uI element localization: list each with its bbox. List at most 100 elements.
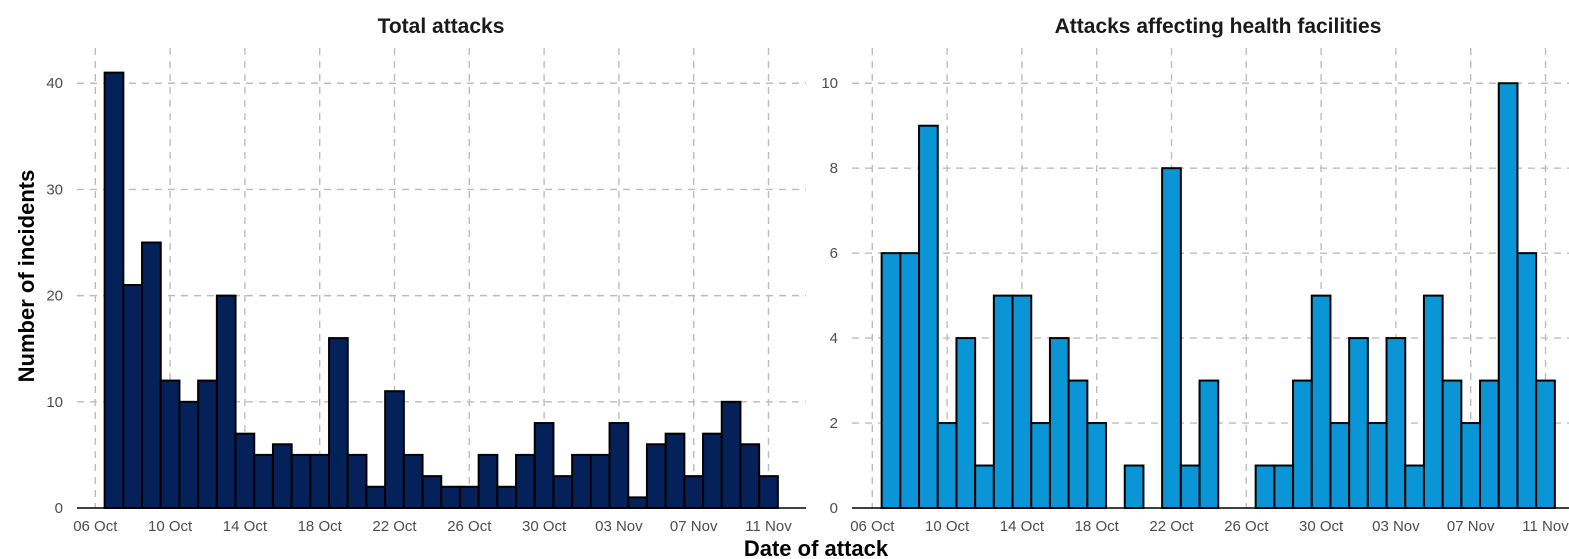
total-attacks-title: Total attacks	[378, 15, 505, 38]
total-attacks-bar-2023-10-12	[197, 379, 218, 510]
total-attacks-y-tick-label: 20	[46, 288, 63, 305]
total-attacks-bar-2023-10-23	[402, 453, 424, 509]
total-attacks-y-tick-label: 0	[55, 500, 63, 517]
total-attacks-bar-2023-11-11	[758, 475, 779, 509]
health-facilities-bar-2023-10-13	[992, 294, 1014, 509]
total-attacks-bar-2023-10-31	[552, 475, 574, 509]
health-facilities-y-tick-label: 8	[830, 160, 838, 177]
health-facilities-bar-2023-10-20	[1123, 464, 1145, 509]
total-attacks-bar-2023-11-07	[683, 475, 705, 509]
health-facilities-bar-2023-11-06	[1441, 379, 1463, 510]
health-facilities-bar-2023-11-10	[1516, 252, 1538, 509]
health-facilities-x-tick-label: 22 Oct	[1149, 518, 1194, 535]
x-axis-title: Date of attack	[744, 536, 889, 559]
total-attacks-y-axis: 0 10 20 30 40	[46, 75, 63, 517]
health-facilities-x-tick-label: 06 Oct	[850, 518, 895, 535]
total-attacks-bar-2023-10-21	[365, 485, 387, 509]
health-facilities-bar-2023-10-12	[974, 464, 995, 509]
total-attacks-bar-2023-10-29	[515, 453, 536, 509]
health-facilities-bar-2023-10-30	[1310, 294, 1332, 509]
health-facilities-bar-2023-11-04	[1404, 464, 1425, 509]
health-facilities-bar-2023-10-31	[1329, 422, 1351, 509]
health-facilities-y-tick-label: 0	[830, 500, 838, 517]
total-attacks-bar-2023-10-08	[122, 284, 144, 509]
total-attacks-bar-2023-10-30	[533, 422, 555, 509]
health-facilities-x-tick-label: 14 Oct	[1000, 518, 1045, 535]
health-facilities-bar-2023-10-08	[899, 252, 921, 509]
total-attacks-bar-2023-10-19	[328, 337, 349, 509]
total-attacks-x-tick-label: 10 Oct	[148, 518, 193, 535]
total-attacks-bar-2023-10-07	[103, 71, 125, 509]
total-attacks-bar-2023-10-14	[234, 432, 256, 509]
health-facilities-bar-2023-11-05	[1422, 294, 1444, 509]
total-attacks-x-tick-label: 03 Nov	[595, 518, 643, 535]
total-attacks-x-tick-label: 14 Oct	[223, 518, 268, 535]
health-facilities-bar-2023-11-02	[1366, 422, 1388, 509]
total-attacks-x-tick-label: 07 Nov	[670, 518, 718, 535]
total-attacks-x-axis: 06 Oct 10 Oct 14 Oct 18 Oct 22 Oct 26 Oct 30 O…	[73, 507, 806, 535]
health-facilities-x-tick-label: 30 Oct	[1299, 518, 1344, 535]
total-attacks-bar-2023-11-10	[739, 443, 761, 509]
total-attacks-bars	[103, 71, 779, 510]
health-facilities-y-tick-label: 10	[821, 75, 838, 92]
health-facilities-bar-2023-10-16	[1048, 337, 1070, 509]
total-attacks-bar-2023-10-10	[159, 379, 181, 510]
total-attacks-bar-2023-10-28	[496, 485, 518, 509]
health-facilities-bar-2023-11-07	[1460, 422, 1482, 509]
total-attacks-bar-2023-11-05	[645, 443, 667, 509]
total-attacks-bar-2023-10-09	[141, 241, 162, 509]
health-facilities-bar-2023-10-23	[1179, 464, 1201, 509]
health-facilities-x-tick-label: 18 Oct	[1075, 518, 1120, 535]
health-facilities-y-tick-label: 4	[830, 330, 838, 347]
health-facilities-bar-2023-10-15	[1030, 422, 1051, 509]
health-facilities-panel: 06 Oct 10 Oct 14 Oct 18 Oct 22 Oct 26 Oct 30 O…	[821, 15, 1569, 535]
total-attacks-bar-2023-11-03	[608, 422, 630, 509]
health-facilities-x-tick-label: 26 Oct	[1224, 518, 1269, 535]
total-attacks-x-tick-label: 18 Oct	[298, 518, 343, 535]
total-attacks-bar-2023-10-13	[215, 294, 237, 509]
total-attacks-bar-2023-10-11	[178, 400, 200, 509]
health-facilities-bar-2023-10-17	[1067, 379, 1089, 510]
health-facilities-bar-2023-10-28	[1273, 464, 1295, 509]
total-attacks-bar-2023-10-26	[458, 485, 480, 509]
health-facilities-x-tick-label: 10 Oct	[925, 518, 970, 535]
health-facilities-bar-2023-10-07	[880, 252, 902, 509]
total-attacks-x-tick-label: 26 Oct	[447, 518, 492, 535]
total-attacks-y-tick-label: 40	[46, 75, 63, 92]
health-facilities-bar-2023-10-09	[918, 124, 939, 509]
health-facilities-y-tick-label: 2	[830, 415, 838, 432]
health-facilities-bar-2023-10-14	[1011, 294, 1033, 509]
health-facilities-x-tick-label: 07 Nov	[1447, 518, 1495, 535]
total-attacks-bar-2023-10-22	[384, 390, 405, 510]
health-facilities-bar-2023-10-27	[1254, 464, 1276, 509]
y-axis-title: Number of incidents	[14, 170, 39, 383]
total-attacks-bar-2023-10-27	[477, 453, 499, 509]
total-attacks-x-tick-label: 22 Oct	[372, 518, 417, 535]
health-facilities-x-tick-label: 03 Nov	[1372, 518, 1420, 535]
total-attacks-bar-2023-11-02	[589, 453, 611, 509]
health-facilities-bar-2023-10-18	[1086, 422, 1108, 509]
total-attacks-bar-2023-11-09	[720, 400, 742, 509]
total-attacks-bar-2023-10-15	[253, 453, 274, 509]
health-facilities-bar-2023-10-10	[936, 422, 958, 509]
health-facilities-bar-2023-11-01	[1348, 337, 1369, 509]
total-attacks-x-tick-label: 30 Oct	[522, 518, 567, 535]
total-attacks-bar-2023-11-04	[627, 496, 648, 509]
health-facilities-bar-2023-11-03	[1385, 337, 1407, 509]
health-facilities-bar-2023-10-29	[1292, 379, 1313, 510]
health-facilities-x-tick-label: 11 Nov	[1522, 518, 1569, 535]
total-attacks-bar-2023-10-16	[271, 443, 293, 509]
health-facilities-bar-2023-11-09	[1497, 82, 1519, 509]
total-attacks-bar-2023-11-01	[571, 453, 592, 509]
total-attacks-y-tick-label: 30	[46, 181, 63, 198]
health-facilities-bar-2023-11-11	[1535, 379, 1556, 510]
total-attacks-bar-2023-11-06	[664, 432, 686, 509]
total-attacks-bar-2023-10-20	[346, 453, 368, 509]
health-facilities-bar-2023-10-24	[1198, 379, 1220, 510]
total-attacks-bar-2023-10-25	[440, 485, 461, 509]
total-attacks-panel: 06 Oct 10 Oct 14 Oct 18 Oct 22 Oct 26 Oct 30 O…	[46, 15, 806, 535]
total-attacks-bar-2023-11-08	[702, 432, 723, 509]
health-facilities-title: Attacks affecting health facilities	[1055, 15, 1382, 38]
health-facilities-y-axis: 0 2 4 6 8 10	[821, 75, 838, 517]
